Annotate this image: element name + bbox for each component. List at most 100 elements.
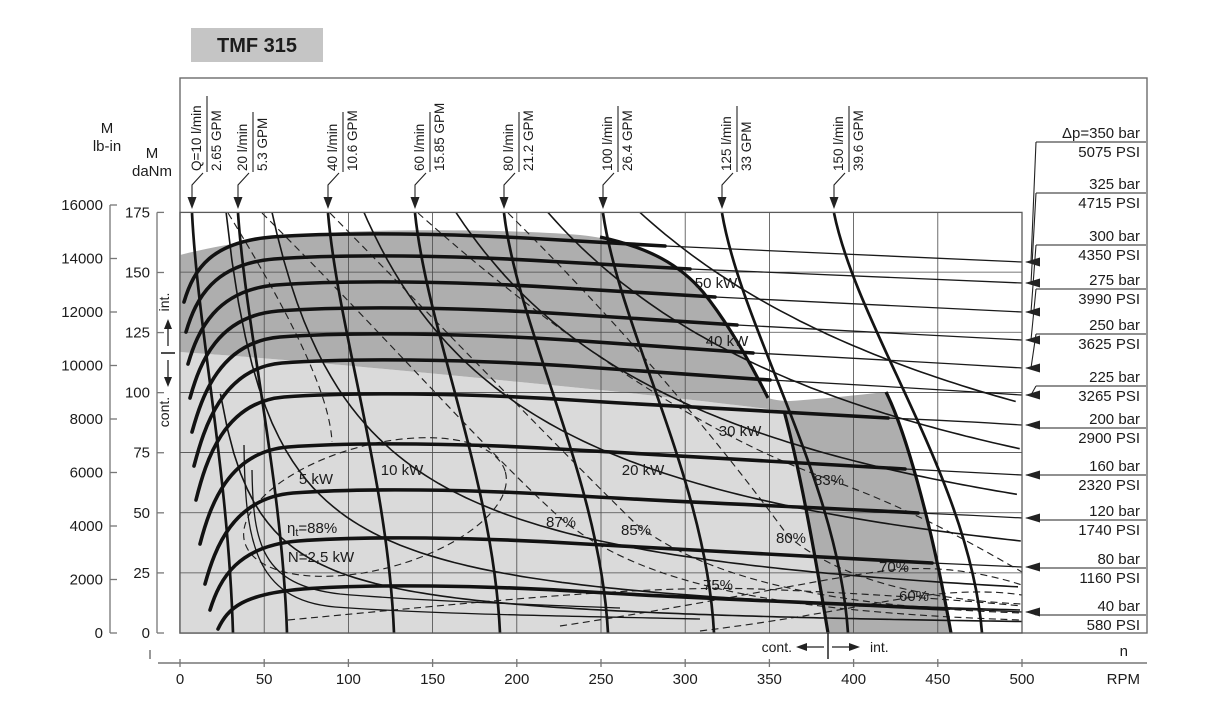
flow-label-leader <box>503 172 516 200</box>
pressure-arrow-left-icon <box>1025 363 1040 373</box>
efficiency-contour-83 <box>417 212 1022 573</box>
flow-arrow-down-icon <box>499 197 509 209</box>
pressure-label-psi: 4715 PSI <box>1078 195 1140 212</box>
danm-axis-title-symbol: M <box>146 145 159 162</box>
danm-tick-label: 175 <box>125 204 150 221</box>
pressure-curve-250 <box>190 332 755 434</box>
lbin-tick-label: 8000 <box>70 411 103 428</box>
lbin-tick-label: 0 <box>95 625 103 642</box>
intermittent-speed-limit <box>884 391 953 634</box>
flow-label-leader <box>602 172 615 200</box>
power-curve-20kw <box>362 212 1021 542</box>
pressure-label-bar: 80 bar <box>1097 551 1140 568</box>
arrow-up-icon <box>164 319 172 329</box>
lbin-tick-label: 14000 <box>61 251 103 268</box>
danm-tick-label: 100 <box>125 385 150 402</box>
left-cont-label: cont. <box>156 397 172 427</box>
efficiency-contours <box>227 212 1022 632</box>
flow-label-leader <box>414 172 427 200</box>
rpm-tick-label: 400 <box>841 671 866 688</box>
flow-curve-10 <box>190 212 235 634</box>
pressure-arrow-left-icon <box>1025 335 1040 345</box>
left-int-label: int. <box>156 293 172 312</box>
pressure-label-psi: 2900 PSI <box>1078 430 1140 447</box>
envelope-boundaries <box>599 235 953 634</box>
power-curve-30kw <box>454 212 1018 496</box>
flow-label-lmin: 100 l/min <box>600 116 615 171</box>
curve-label-e85: 85% <box>621 522 651 539</box>
pressure-curve-160 <box>198 442 907 546</box>
x-axis-variable-label: n <box>1120 643 1128 660</box>
pressure-label-bar: 225 bar <box>1089 369 1140 386</box>
pressure-label-psi: 1160 PSI <box>1079 570 1140 587</box>
danm-tick-label: 150 <box>125 264 150 281</box>
danm-tick-label: 50 <box>133 505 150 522</box>
pressure-arrow-left-icon <box>1025 470 1040 480</box>
rpm-tick-label: 250 <box>588 671 613 688</box>
flow-arrow-down-icon <box>410 197 420 209</box>
pressure-label-bar: 200 bar <box>1089 411 1140 428</box>
zone-intermittent <box>180 230 951 633</box>
rpm-tick-label: 300 <box>673 671 698 688</box>
danm-tick-label: 125 <box>125 325 150 342</box>
lbin-axis-title-unit: lb-in <box>93 138 121 155</box>
lbin-tick-label: 4000 <box>70 518 103 535</box>
pressure-curve-80 <box>208 536 934 612</box>
pressure-curve-120 <box>203 488 920 586</box>
flow-arrow-down-icon <box>233 197 243 209</box>
rpm-tick-label: 50 <box>256 671 273 688</box>
pressure-label-bar: Δp=350 bar <box>1062 125 1140 142</box>
plot-border <box>179 211 1023 634</box>
flow-labels: Q=10 l/min 2.65 GPM 20 l/min 5.3 GPM 40 l/mi… <box>187 96 866 209</box>
lbin-tick-label: 2000 <box>70 572 103 589</box>
pressure-curve-325 <box>184 254 692 334</box>
flow-curve-150 <box>832 212 984 634</box>
corner-curves <box>243 444 701 620</box>
pressure-label-leader <box>1026 141 1037 263</box>
pressure-label-psi: 1740 PSI <box>1078 522 1140 539</box>
curve-label-p50: 50 kW <box>695 275 738 292</box>
flow-label-lmin: 125 l/min <box>719 116 734 171</box>
flow-curve-40 <box>326 212 396 634</box>
power-curve-2.5kw <box>219 393 1022 623</box>
flow-label-gpm: 39.6 GPM <box>851 110 866 171</box>
curve-label-e70: 70% <box>879 559 909 576</box>
flow-label-gpm: 21.2 GPM <box>521 110 536 171</box>
flow-label-leader <box>191 172 204 200</box>
rpm-tick-label: 100 <box>336 671 361 688</box>
efficiency-contour-88-upper <box>227 212 333 443</box>
curve-label-p10: 10 kW <box>381 462 424 479</box>
page-title: TMF 315 <box>217 35 297 57</box>
pressure-arrow-left-icon <box>1025 420 1040 430</box>
flow-label-lmin: 60 l/min <box>412 124 427 171</box>
flow-label-lmin: 150 l/min <box>831 116 846 171</box>
flow-curve-125 <box>720 212 850 634</box>
danm-tick-label: 0 <box>142 625 150 642</box>
pressure-curves <box>182 232 947 631</box>
pressure-labels: Δp=350 bar 5075 PSI 325 bar 4715 PSI 300 bar… <box>1025 125 1146 634</box>
danm-axis: 175 150 125 100 75 50 25 0 <box>125 204 164 642</box>
flow-label-gpm: 2.65 GPM <box>209 110 224 171</box>
curve-label-p40: 40 kW <box>706 333 749 350</box>
flow-label-gpm: 5.3 GPM <box>255 118 270 171</box>
rpm-tick-label: 150 <box>420 671 445 688</box>
rpm-tick-label: 500 <box>1009 671 1034 688</box>
left-duty-annotation: int. cont. <box>156 293 175 427</box>
flow-label-gpm: 15.85 GPM <box>432 103 447 171</box>
flow-label-leader <box>327 172 340 200</box>
curve-label-e87: 87% <box>546 514 576 531</box>
efficiency-contour-70 <box>559 567 1022 627</box>
efficiency-contour-60 <box>699 591 1022 632</box>
pressure-curves-thin <box>664 245 1022 613</box>
flow-label-leader <box>721 172 734 200</box>
efficiency-contour-75 <box>287 587 1022 621</box>
flow-curves <box>190 212 984 634</box>
lbin-axis-title-symbol: M <box>101 120 114 137</box>
pressure-label-psi: 2320 PSI <box>1078 477 1140 494</box>
curve-label-e60: 60% <box>899 588 929 605</box>
x-axis-unit-label: RPM <box>1107 671 1140 688</box>
pressure-label-bar: 325 bar <box>1089 176 1140 193</box>
curve-label-p5: 5 kW <box>299 471 334 488</box>
rpm-tick-label: 0 <box>176 671 184 688</box>
